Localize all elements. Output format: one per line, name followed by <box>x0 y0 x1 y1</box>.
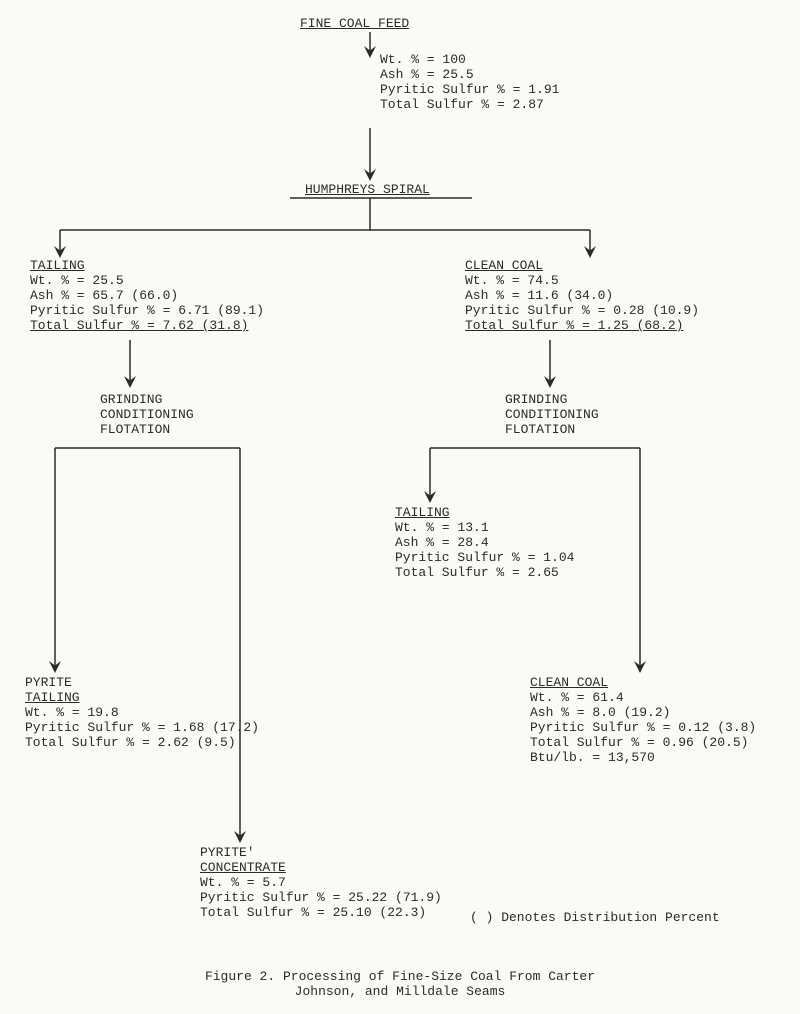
pyrite-tailing-t1: PYRITE <box>25 675 259 690</box>
tailing1-total: Total Sulfur % = 7.62 (31.8) <box>30 318 264 333</box>
process-right-l3: FLOTATION <box>505 422 599 437</box>
figure-caption: Figure 2. Processing of Fine-Size Coal F… <box>0 969 800 999</box>
tailing1: TAILING Wt. % = 25.5 Ash % = 65.7 (66.0)… <box>30 258 264 333</box>
pyrite-conc-t1: PYRITE' <box>200 845 442 860</box>
pyrite-conc-total: Total Sulfur % = 25.10 (22.3) <box>200 905 442 920</box>
pyrite-conc-wt: Wt. % = 5.7 <box>200 875 442 890</box>
feed-ash: Ash % = 25.5 <box>380 67 559 82</box>
cleancoal1-wt: Wt. % = 74.5 <box>465 273 699 288</box>
spiral-title-text: HUMPHREYS SPIRAL <box>305 182 430 197</box>
cleancoal2-total: Total Sulfur % = 0.96 (20.5) <box>530 735 756 750</box>
pyrite-conc-pyritic: Pyritic Sulfur % = 25.22 (71.9) <box>200 890 442 905</box>
feed-wt: Wt. % = 100 <box>380 52 559 67</box>
feed-pyritic: Pyritic Sulfur % = 1.91 <box>380 82 559 97</box>
pyrite-tailing: PYRITE TAILING Wt. % = 19.8 Pyritic Sulf… <box>25 675 259 750</box>
cleancoal2-pyritic: Pyritic Sulfur % = 0.12 (3.8) <box>530 720 756 735</box>
tailing1-pyritic: Pyritic Sulfur % = 6.71 (89.1) <box>30 303 264 318</box>
process-left: GRINDING CONDITIONING FLOTATION <box>100 392 194 437</box>
cleancoal2-title: CLEAN COAL <box>530 675 756 690</box>
tailing2-total: Total Sulfur % = 2.65 <box>395 565 574 580</box>
cleancoal1: CLEAN COAL Wt. % = 74.5 Ash % = 11.6 (34… <box>465 258 699 333</box>
feed-total: Total Sulfur % = 2.87 <box>380 97 559 112</box>
cleancoal2-wt: Wt. % = 61.4 <box>530 690 756 705</box>
spiral-title: HUMPHREYS SPIRAL <box>305 182 430 197</box>
cleancoal1-ash: Ash % = 11.6 (34.0) <box>465 288 699 303</box>
cleancoal2-btu: Btu/lb. = 13,570 <box>530 750 756 765</box>
process-left-l3: FLOTATION <box>100 422 194 437</box>
pyrite-conc: PYRITE' CONCENTRATE Wt. % = 5.7 Pyritic … <box>200 845 442 920</box>
cleancoal1-total: Total Sulfur % = 1.25 (68.2) <box>465 318 699 333</box>
cleancoal2-ash: Ash % = 8.0 (19.2) <box>530 705 756 720</box>
feed-title: FINE COAL FEED <box>300 16 409 31</box>
feed-data: Wt. % = 100 Ash % = 25.5 Pyritic Sulfur … <box>380 52 559 112</box>
process-right-l2: CONDITIONING <box>505 407 599 422</box>
tailing2-title: TAILING <box>395 505 574 520</box>
tailing2-wt: Wt. % = 13.1 <box>395 520 574 535</box>
pyrite-tailing-total: Total Sulfur % = 2.62 (9.5) <box>25 735 259 750</box>
cleancoal1-pyritic: Pyritic Sulfur % = 0.28 (10.9) <box>465 303 699 318</box>
tailing1-wt: Wt. % = 25.5 <box>30 273 264 288</box>
caption-l1: Figure 2. Processing of Fine-Size Coal F… <box>0 969 800 984</box>
pyrite-tailing-pyritic: Pyritic Sulfur % = 1.68 (17.2) <box>25 720 259 735</box>
process-right-l1: GRINDING <box>505 392 599 407</box>
feed-title-text: FINE COAL FEED <box>300 16 409 31</box>
tailing2-pyritic: Pyritic Sulfur % = 1.04 <box>395 550 574 565</box>
tailing2-ash: Ash % = 28.4 <box>395 535 574 550</box>
process-right: GRINDING CONDITIONING FLOTATION <box>505 392 599 437</box>
process-left-l1: GRINDING <box>100 392 194 407</box>
pyrite-tailing-t2: TAILING <box>25 690 259 705</box>
tailing1-title: TAILING <box>30 258 264 273</box>
legend: ( ) Denotes Distribution Percent <box>470 910 720 925</box>
legend-text: ( ) Denotes Distribution Percent <box>470 910 720 925</box>
cleancoal1-title: CLEAN COAL <box>465 258 699 273</box>
pyrite-tailing-wt: Wt. % = 19.8 <box>25 705 259 720</box>
pyrite-conc-t2: CONCENTRATE <box>200 860 442 875</box>
process-left-l2: CONDITIONING <box>100 407 194 422</box>
tailing2: TAILING Wt. % = 13.1 Ash % = 28.4 Pyriti… <box>395 505 574 580</box>
tailing1-ash: Ash % = 65.7 (66.0) <box>30 288 264 303</box>
cleancoal2: CLEAN COAL Wt. % = 61.4 Ash % = 8.0 (19.… <box>530 675 756 765</box>
caption-l2: Johnson, and Milldale Seams <box>0 984 800 999</box>
